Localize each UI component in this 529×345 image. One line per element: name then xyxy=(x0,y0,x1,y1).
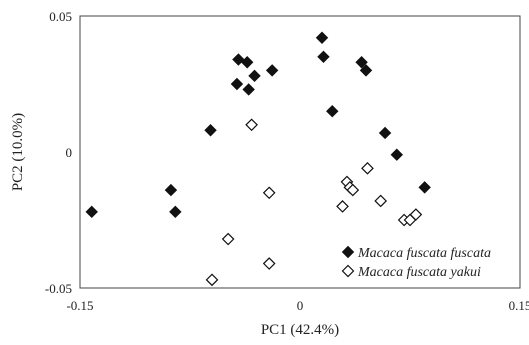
fuscata-point xyxy=(85,205,98,219)
x-axis-label: PC1 (42.4%) xyxy=(261,322,339,338)
y-tick-label: 0.05 xyxy=(49,9,72,24)
yakui-point xyxy=(336,200,349,213)
legend-marker-yakui xyxy=(341,264,355,278)
fuscata-point xyxy=(265,64,279,77)
legend-label-fuscata: Macaca fuscata fuscata xyxy=(357,246,491,261)
fuscata-point xyxy=(355,56,368,69)
yakui-point xyxy=(361,161,374,175)
y-axis-label: PC2 (10.0%) xyxy=(10,113,26,191)
legend-label-yakui: Macaca fuscata yakui xyxy=(357,265,481,280)
fuscata-point xyxy=(248,69,261,83)
yakui-point xyxy=(262,186,276,200)
fuscata-point xyxy=(230,77,244,91)
x-tick-label: 0.15 xyxy=(509,298,529,313)
fuscata-point xyxy=(242,83,255,96)
y-tick-label: -0.05 xyxy=(45,281,72,296)
yakui-point xyxy=(262,257,276,270)
x-tick-label: -0.15 xyxy=(66,298,93,313)
fuscata-point xyxy=(204,124,217,137)
fuscata-point xyxy=(317,50,330,64)
fuscata-point xyxy=(418,181,431,194)
yakui-point xyxy=(346,183,360,197)
fuscata-point xyxy=(164,183,178,197)
data-points xyxy=(85,31,431,287)
legend: Macaca fuscata fuscata Macaca fuscata yak… xyxy=(341,245,491,280)
fuscata-point xyxy=(378,126,392,140)
yakui-point xyxy=(245,118,258,132)
yakui-point xyxy=(205,273,219,287)
plot-area-frame xyxy=(79,15,521,289)
legend-marker-fuscata xyxy=(341,245,355,259)
fuscata-point xyxy=(390,148,404,161)
x-tick-label: 0 xyxy=(297,298,304,313)
y-tick-label: 0 xyxy=(66,145,73,160)
y-axis-ticks: 0.05 0 -0.05 xyxy=(45,9,72,296)
fuscata-point xyxy=(315,31,329,44)
yakui-point xyxy=(221,232,235,246)
x-axis-ticks: -0.15 0 0.15 xyxy=(66,298,529,313)
fuscata-point xyxy=(169,205,182,219)
fuscata-point xyxy=(326,104,339,118)
yakui-point xyxy=(409,208,423,221)
fuscata-point xyxy=(240,56,254,69)
yakui-point xyxy=(374,194,388,208)
fuscata-point xyxy=(359,64,373,77)
